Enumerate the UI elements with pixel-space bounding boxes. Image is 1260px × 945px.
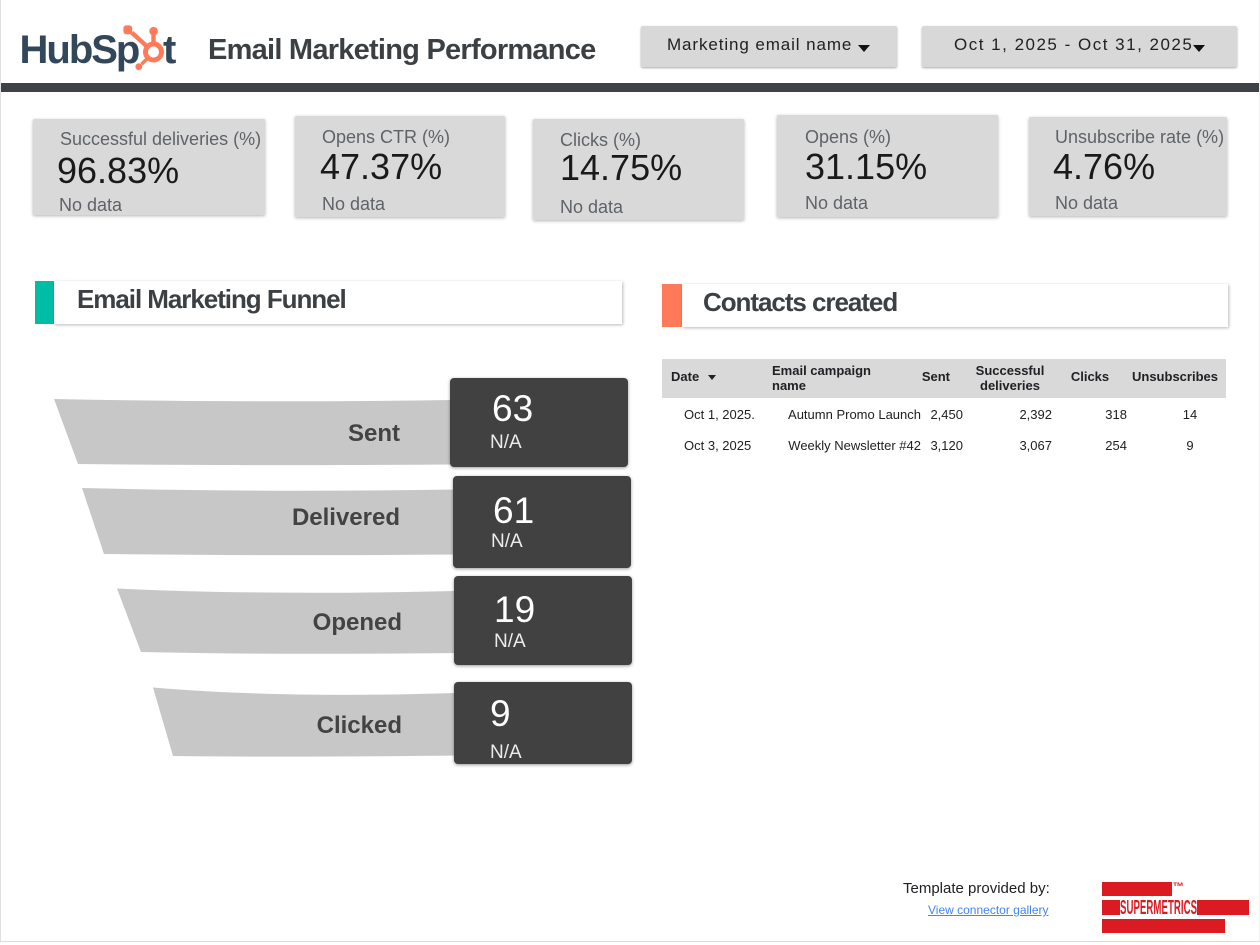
svg-text:HubSp: HubSp [20,28,139,72]
svg-text:SUPERMETRICS: SUPERMETRICS [1120,898,1197,920]
svg-text:™: ™ [1173,882,1185,894]
svg-text:t: t [163,28,176,72]
